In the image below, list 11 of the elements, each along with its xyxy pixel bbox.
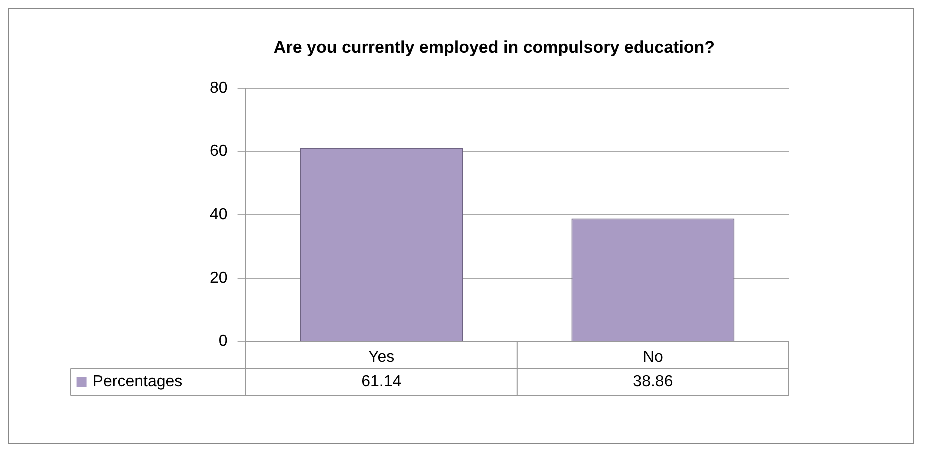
chart-title: Are you currently employed in compulsory education? — [274, 38, 716, 57]
data-label: 38.86 — [633, 374, 674, 391]
x-tick-label: Yes — [368, 348, 395, 366]
y-tick-label: 40 — [210, 206, 228, 224]
y-tick-label: 0 — [218, 333, 228, 350]
y-tick-label: 60 — [210, 143, 228, 160]
data-label: 61.14 — [362, 374, 402, 391]
x-tick-label: No — [642, 348, 664, 366]
y-tick-label: 80 — [210, 80, 228, 97]
y-tick-label: 20 — [210, 270, 228, 287]
legend-label: Percentages — [92, 374, 183, 391]
